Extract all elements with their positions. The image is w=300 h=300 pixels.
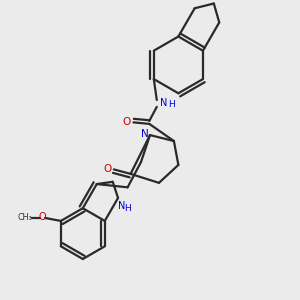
Text: H: H <box>124 204 131 213</box>
Text: N: N <box>141 129 148 139</box>
Text: O: O <box>103 164 111 174</box>
Text: N: N <box>118 201 126 211</box>
Text: O: O <box>123 117 131 128</box>
Text: N: N <box>160 98 167 108</box>
Text: H: H <box>168 100 175 109</box>
Text: CH₃: CH₃ <box>17 213 32 222</box>
Text: O: O <box>38 212 46 222</box>
